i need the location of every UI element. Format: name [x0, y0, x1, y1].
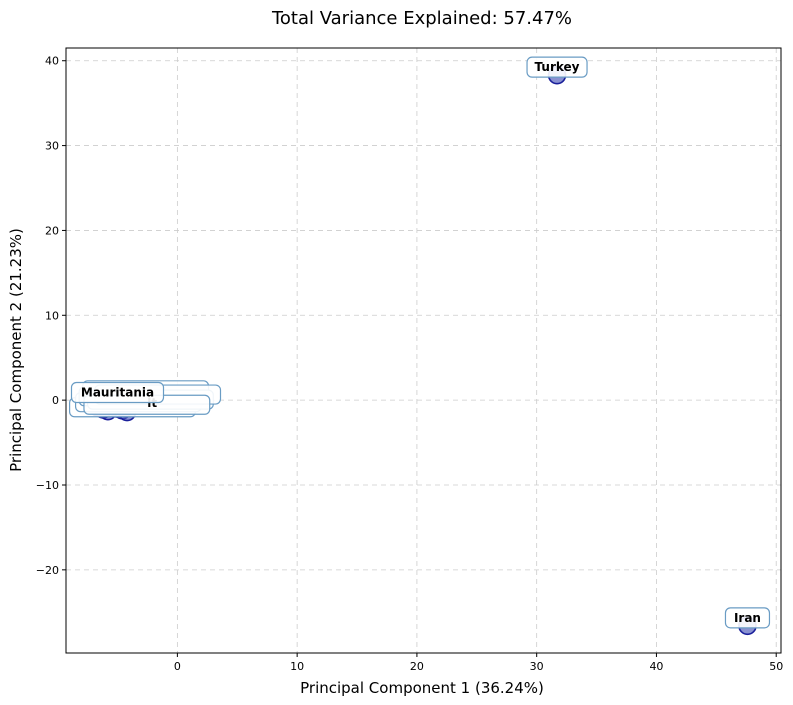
x-tick-label: 0	[174, 660, 181, 673]
y-tick-label: 20	[45, 224, 59, 237]
y-tick-label: 0	[52, 394, 59, 407]
x-axis-ticks: 0 10 20 30 40 50	[174, 653, 783, 673]
point-labels: lt Turkey Iran Mauritania	[68, 56, 771, 629]
chart-title: Total Variance Explained: 57.47%	[271, 8, 572, 29]
y-tick-label: 30	[45, 140, 59, 153]
label-box	[724, 607, 771, 629]
y-axis-ticks: −20 −10 0 10 20 30 40	[36, 55, 66, 577]
plot-frame	[65, 47, 782, 654]
y-tick-label: −20	[36, 564, 59, 577]
x-tick-label: 50	[769, 660, 783, 673]
y-tick-label: −10	[36, 479, 59, 492]
point-label: Turkey	[535, 60, 580, 74]
x-tick-label: 10	[290, 660, 304, 673]
label-box	[526, 56, 588, 78]
y-axis-label: Principal Component 2 (21.23%)	[7, 228, 25, 472]
x-tick-label: 40	[649, 660, 663, 673]
x-axis-label: Principal Component 1 (36.24%)	[300, 679, 544, 697]
point-label: Mauritania	[81, 386, 154, 400]
label-box	[70, 381, 165, 404]
partial-point-label: lt	[147, 396, 157, 410]
y-tick-label: 40	[45, 55, 59, 68]
y-tick-label: 10	[45, 309, 59, 322]
x-tick-label: 30	[530, 660, 544, 673]
x-tick-label: 20	[410, 660, 424, 673]
point-label: Iran	[734, 611, 761, 625]
